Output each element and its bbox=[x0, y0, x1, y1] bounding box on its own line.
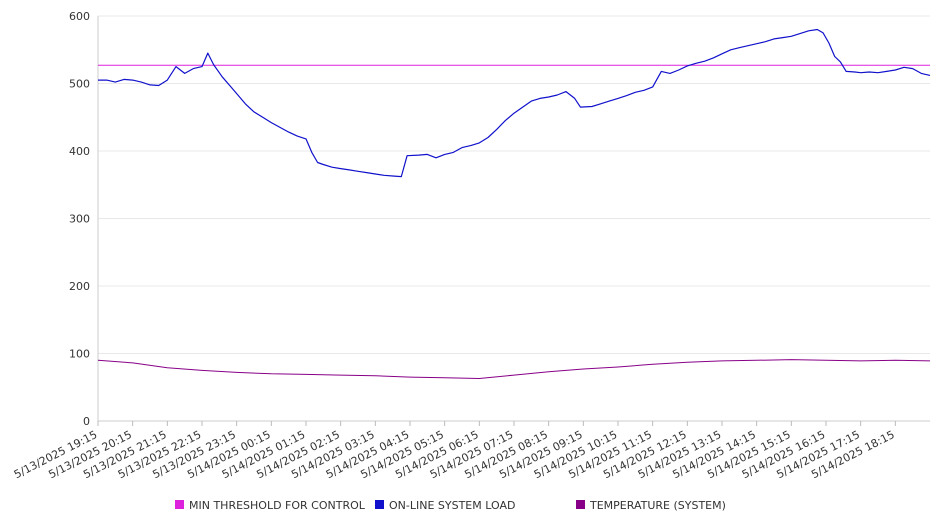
x-tick-labels: 5/13/2025 19:155/13/2025 20:155/13/2025 … bbox=[12, 428, 897, 481]
series-line-2 bbox=[98, 28, 931, 178]
legend-label: ON-LINE SYSTEM LOAD bbox=[389, 499, 515, 512]
y-tick-labels: 0 100 200 300 400 500 600 bbox=[69, 10, 90, 428]
series-lines bbox=[97, 28, 931, 379]
legend-swatch bbox=[175, 500, 184, 509]
legend: MIN THRESHOLD FOR CONTROL ON-LINE SYSTEM … bbox=[175, 499, 726, 512]
legend-label: TEMPERATURE (SYSTEM) bbox=[589, 499, 726, 512]
legend-label: MIN THRESHOLD FOR CONTROL bbox=[189, 499, 366, 512]
y-tick-label: 500 bbox=[69, 78, 90, 91]
y-tick-label: 200 bbox=[69, 280, 90, 293]
legend-swatch bbox=[576, 500, 585, 509]
y-tick-label: 400 bbox=[69, 145, 90, 158]
y-tick-label: 300 bbox=[69, 213, 90, 226]
gridlines bbox=[98, 15, 930, 354]
y-tick-label: 0 bbox=[83, 415, 90, 428]
series-line-3 bbox=[97, 359, 931, 379]
y-tick-label: 100 bbox=[69, 348, 90, 361]
y-tick-label: 600 bbox=[69, 10, 90, 23]
legend-swatch bbox=[375, 500, 384, 509]
axes bbox=[97, 16, 930, 426]
